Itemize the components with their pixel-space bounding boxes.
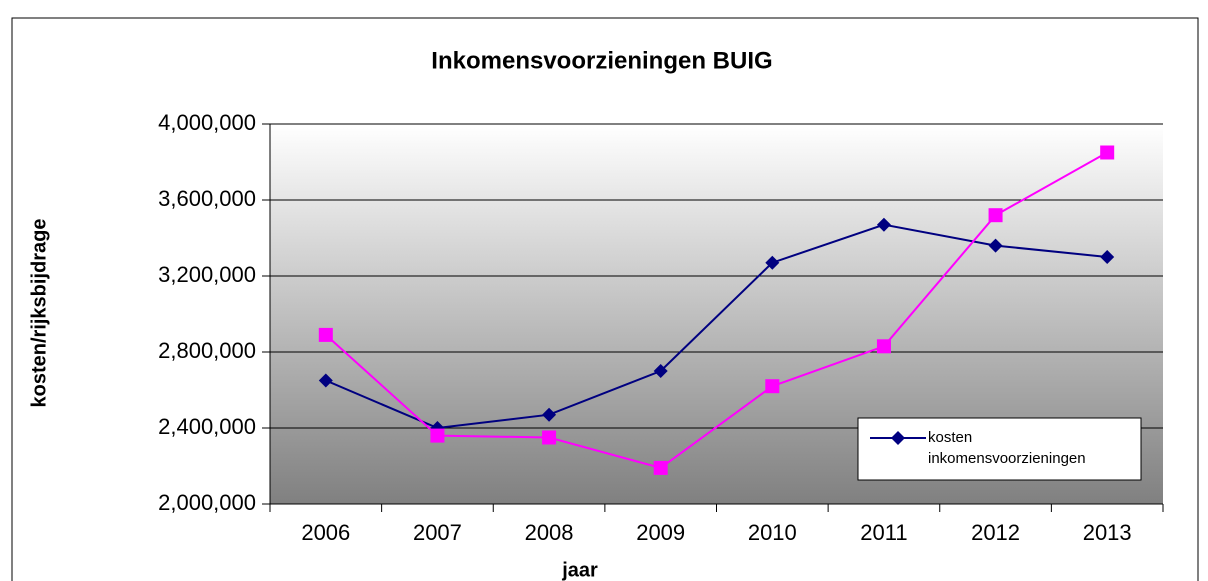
marker xyxy=(988,208,1003,223)
y-tick-label: 2,400,000 xyxy=(158,414,256,439)
marker xyxy=(653,364,668,378)
marker xyxy=(653,460,668,475)
y-axis-label: kosten/rijksbijdrage xyxy=(28,219,50,408)
marker xyxy=(1100,250,1115,264)
y-tick-label: 4,000,000 xyxy=(158,110,256,135)
marker xyxy=(1100,145,1115,160)
marker xyxy=(318,327,333,342)
x-tick-label: 2010 xyxy=(748,520,797,545)
marker xyxy=(765,255,780,270)
x-tick-label: 2006 xyxy=(301,520,350,545)
x-axis-label: jaar xyxy=(561,559,598,581)
marker xyxy=(765,379,780,394)
x-tick-label: 2013 xyxy=(1083,520,1132,545)
chart-title: Inkomensvoorzieningen BUIG xyxy=(431,47,772,74)
y-tick-label: 3,600,000 xyxy=(158,186,256,211)
marker xyxy=(542,430,557,445)
series-line xyxy=(325,151,1108,469)
marker xyxy=(318,373,333,388)
marker xyxy=(430,428,445,443)
marker xyxy=(542,407,557,422)
marker xyxy=(876,339,891,354)
y-tick-label: 3,200,000 xyxy=(158,262,256,287)
x-tick-label: 2011 xyxy=(860,520,907,545)
x-tick-label: 2007 xyxy=(413,520,462,545)
legend-box xyxy=(857,417,1142,481)
x-tick-label: 2009 xyxy=(636,520,685,545)
marker xyxy=(988,238,1003,253)
marker xyxy=(891,431,905,445)
legend-label-box: kosten inkomensvoorzieningen xyxy=(928,429,1086,467)
series-line xyxy=(325,223,1108,430)
x-tick-label: 2012 xyxy=(971,520,1020,545)
y-tick-label: 2,800,000 xyxy=(158,338,256,363)
legend-label: kosten inkomensvoorzieningen xyxy=(928,429,1086,467)
x-tick-label: 2008 xyxy=(525,520,574,545)
y-tick-label: 2,000,000 xyxy=(158,490,256,515)
marker xyxy=(876,217,891,232)
